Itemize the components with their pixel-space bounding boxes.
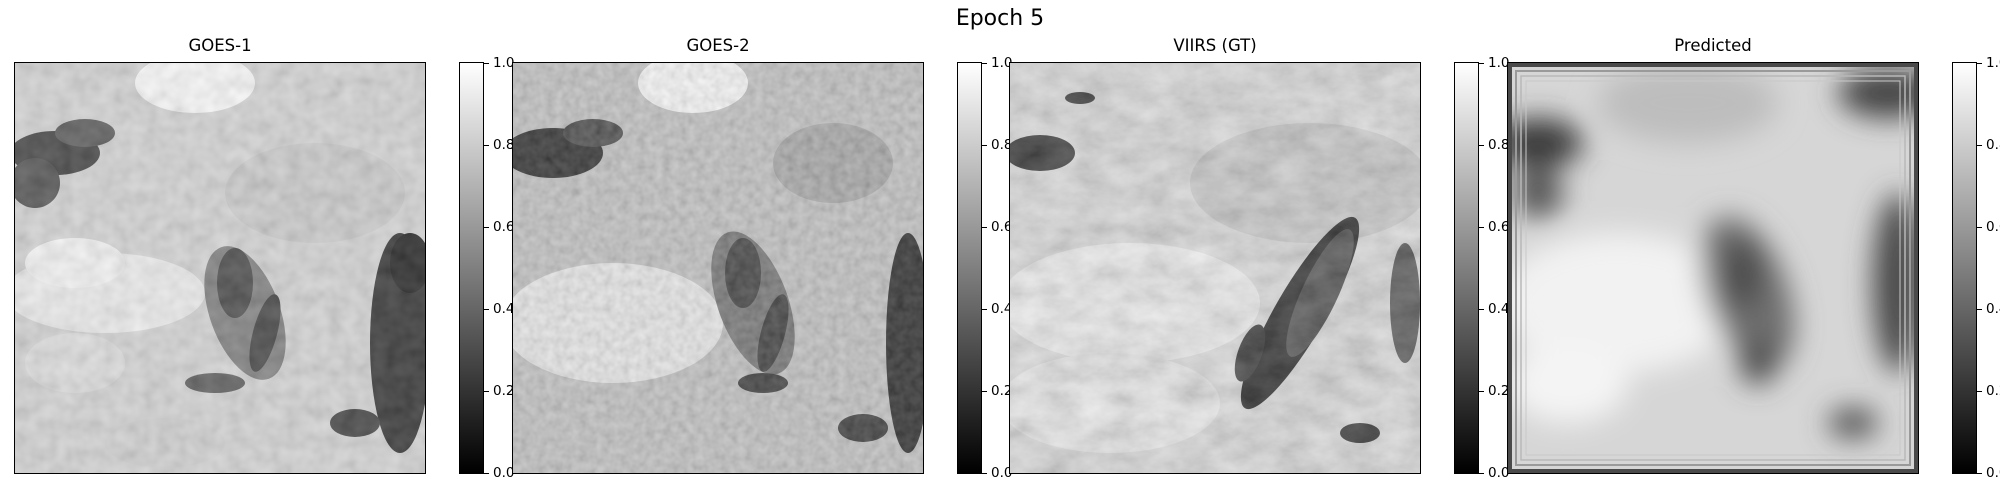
goes-1-image [14,62,426,474]
colorbar-tick-label: 0.4 [991,301,1013,317]
colorbar-tick-label: 0.2 [493,383,515,399]
colorbar-tick-mark [484,391,489,392]
colorbar-tick-label: 0.6 [991,219,1013,235]
colorbar-tick-mark [1977,63,1982,64]
colorbar-tick-label: 0.8 [1986,137,2000,153]
colorbar-tick-label: 0.8 [991,137,1013,153]
colorbar [1454,62,1479,474]
colorbar-tick-label: 0.2 [1488,383,1510,399]
colorbar-tick-mark [1479,145,1484,146]
colorbar-tick-label: 0.8 [493,137,515,153]
colorbar [1952,62,1977,474]
colorbar-tick-mark [484,309,489,310]
predicted-image [1507,62,1919,474]
panel-title: GOES-1 [188,36,252,55]
viirs-gt-image [1009,62,1421,474]
colorbar-tick-label: 0.0 [493,465,515,481]
colorbar [957,62,982,474]
colorbar-tick-mark [1977,391,1982,392]
colorbar-tick-mark [1479,63,1484,64]
colorbar-tick-label: 0.0 [1488,465,1510,481]
colorbar-tick-label: 0.8 [1488,137,1510,153]
colorbar-tick-mark [1479,227,1484,228]
goes-2-image [512,62,924,474]
colorbar-tick-mark [1479,473,1484,474]
panel-title: Predicted [1674,36,1752,55]
colorbar-tick-label: 0.2 [1986,383,2000,399]
colorbar-tick-mark [1977,473,1982,474]
colorbar-tick-label: 0.0 [991,465,1013,481]
colorbar-tick-mark [982,145,987,146]
colorbar-tick-mark [484,473,489,474]
figure-title: Epoch 5 [955,6,1045,31]
colorbar-tick-mark [484,63,489,64]
colorbar-tick-label: 0.0 [1986,465,2000,481]
colorbar-tick-label: 1.0 [1488,55,1510,71]
colorbar-tick-mark [484,227,489,228]
colorbar-tick-mark [982,309,987,310]
colorbar-tick-label: 0.6 [1986,219,2000,235]
panel-title: GOES-2 [686,36,750,55]
colorbar-tick-mark [982,391,987,392]
colorbar-tick-mark [1479,391,1484,392]
panel-title: VIIRS (GT) [1173,36,1257,55]
colorbar-tick-label: 0.6 [1488,219,1510,235]
colorbar-tick-mark [1479,309,1484,310]
colorbar-tick-mark [982,227,987,228]
colorbar [459,62,484,474]
colorbar-tick-mark [1977,145,1982,146]
colorbar-tick-label: 1.0 [493,55,515,71]
colorbar-tick-label: 1.0 [1986,55,2000,71]
colorbar-tick-label: 1.0 [991,55,1013,71]
colorbar-tick-label: 0.4 [1986,301,2000,317]
colorbar-tick-label: 0.2 [991,383,1013,399]
colorbar-tick-mark [1977,309,1982,310]
colorbar-tick-mark [982,63,987,64]
colorbar-tick-label: 0.4 [1488,301,1510,317]
colorbar-tick-mark [982,473,987,474]
colorbar-tick-label: 0.4 [493,301,515,317]
colorbar-tick-label: 0.6 [493,219,515,235]
colorbar-tick-mark [484,145,489,146]
colorbar-tick-mark [1977,227,1982,228]
